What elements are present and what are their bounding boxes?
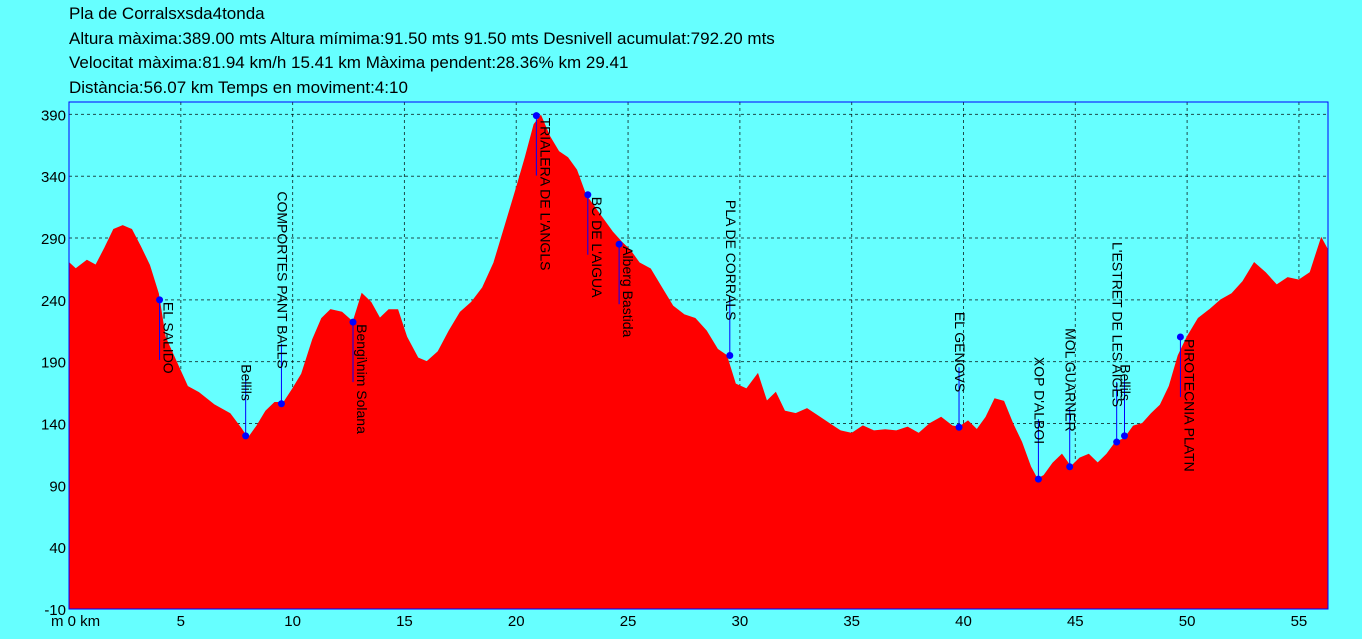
waypoint-label: TRIALERA DE L'ANGLS <box>537 118 553 271</box>
marker-layer: EL SALIDO Bellils COMPORTES PANT BALLS Beng… <box>156 112 1197 483</box>
x-axis-label: m 0 km <box>51 613 100 630</box>
waypoint-marker <box>615 240 623 248</box>
x-tick-label: 10 <box>284 613 301 630</box>
waypoint-marker <box>349 318 357 326</box>
y-tick-label: 190 <box>41 355 66 372</box>
x-tick-label: 30 <box>732 613 749 630</box>
y-tick-label: 290 <box>41 231 66 248</box>
x-tick-label: 55 <box>1291 613 1308 630</box>
x-tick-label: 45 <box>1067 613 1084 630</box>
x-tick-label: 25 <box>620 613 637 630</box>
waypoint-marker <box>242 432 250 440</box>
waypoint-label: Bellils <box>239 364 255 401</box>
waypoint-marker <box>1066 463 1074 471</box>
y-tick-label: 390 <box>41 107 66 124</box>
x-tick-label: 50 <box>1179 613 1196 630</box>
waypoint-marker <box>955 423 963 431</box>
waypoint-label: Bellils <box>1118 364 1134 401</box>
chart-title: Pla de Corralsxsda4tonda <box>69 4 265 23</box>
y-tick-label: 140 <box>41 417 66 434</box>
x-tick-label: 35 <box>843 613 860 630</box>
area-layer <box>68 114 1329 610</box>
waypoint-marker <box>277 400 285 408</box>
waypoint-label: Bengi\nim Solana <box>354 324 370 434</box>
waypoint-marker <box>1034 475 1042 483</box>
y-tick-label: 240 <box>41 293 66 310</box>
waypoint-label: EL SALIDO <box>161 302 177 374</box>
waypoint-label: XOP D'ALBOI <box>1031 357 1047 444</box>
waypoint-marker <box>1176 333 1184 341</box>
elevation-area <box>68 114 1329 610</box>
waypoint-marker <box>1121 432 1129 440</box>
frame-layer <box>68 101 1329 610</box>
y-tick-label: -10 <box>44 602 66 619</box>
waypoint-marker <box>726 352 734 359</box>
waypoint-label: EL GENOVS <box>952 312 968 392</box>
altitude-summary: Altura màxima:389.00 mts Altura mímima:9… <box>69 29 775 48</box>
x-tick-label: 15 <box>396 613 413 630</box>
waypoint-marker <box>156 296 164 304</box>
waypoint-label: COMPORTES PANT BALLS <box>274 191 290 368</box>
waypoint-label: L'ESTRET DE LES AIGES <box>1110 242 1126 407</box>
axis-layer: -10 40 90 140 190 240 290 340 390 5 10 15 20 25 30 35 40… <box>41 107 1307 630</box>
waypoint-label: Alberg Bastida <box>620 246 636 337</box>
waypoint-marker <box>584 191 592 199</box>
y-tick-label: 340 <box>41 169 66 186</box>
speed-summary: Velocitat màxima:81.94 km/h 15.41 km Màx… <box>69 53 629 72</box>
waypoint-label: BC DE L'AIGUA <box>589 197 605 298</box>
x-tick-label: 20 <box>508 613 525 630</box>
distance-summary: Distància:56.07 km Temps en moviment:4:1… <box>69 78 408 97</box>
x-tick-label: 5 <box>177 613 185 630</box>
x-tick-label: 40 <box>955 613 972 630</box>
waypoint-label: MOL GUARNER <box>1063 328 1079 432</box>
waypoint-label: PLA DE CORRALS <box>723 200 739 321</box>
y-tick-label: 40 <box>49 540 66 557</box>
waypoint-label: PIROTECNIA PLATN <box>1181 339 1197 472</box>
waypoint-marker <box>1113 438 1121 446</box>
waypoint-marker <box>532 112 540 120</box>
plot-frame <box>68 101 1329 610</box>
y-tick-label: 90 <box>49 478 66 495</box>
